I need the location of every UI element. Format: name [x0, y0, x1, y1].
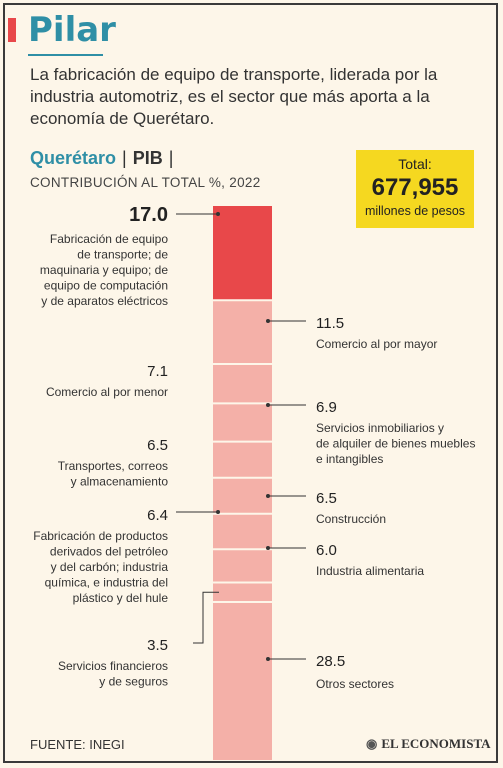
category-label-line: Industria alimentaria: [316, 564, 424, 578]
value-label-3: 7.1: [147, 363, 168, 380]
value-label-5: 6.5: [147, 437, 168, 454]
value-label-8: 6.0: [316, 542, 337, 559]
leader-dot-2: [266, 319, 270, 323]
value-label-1: 17.0: [129, 204, 168, 226]
leader-dot-6: [266, 494, 270, 498]
chart-heading: Querétaro | PIB |: [30, 148, 179, 169]
bar-segment-2: [213, 300, 272, 365]
category-label-line: y del carbón; industria: [51, 560, 169, 574]
bar-segment-6: [213, 477, 272, 514]
category-label-line: y de aparatos eléctricos: [41, 294, 168, 308]
category-label-line: Fabricación de equipo: [50, 232, 168, 246]
category-label-line: Servicios inmobiliarios y: [316, 421, 444, 435]
category-label-line: plástico y del hule: [73, 591, 169, 605]
category-label-1: Fabricación de equipo de transporte; de ma…: [40, 232, 168, 308]
category-label-line: Servicios financieros: [58, 659, 168, 673]
category-label-line: Comercio al por menor: [46, 385, 168, 399]
bar-segment-4: [213, 403, 272, 442]
logo-text: EL ECONOMISTA: [381, 736, 491, 751]
title-underline: [28, 54, 103, 56]
category-label-line: Comercio al por mayor: [316, 337, 437, 351]
category-label-4: Servicios inmobiliarios y de alquiler de …: [316, 421, 475, 466]
heading-separator-end: |: [168, 148, 174, 168]
bar-segment-7: [213, 513, 272, 550]
source-note: FUENTE: INEGI: [30, 737, 125, 752]
category-label-line: derivados del petróleo: [50, 545, 168, 559]
bar-segment-3: [213, 364, 272, 404]
value-label-6: 6.5: [316, 490, 337, 507]
logo-mark-icon: ◉: [366, 736, 378, 751]
leader-dot-8: [266, 546, 270, 550]
infographic-frame: [3, 3, 498, 763]
total-box: Total: 677,955 millones de pesos: [356, 150, 474, 228]
page-title: Pilar: [28, 10, 116, 50]
category-label-line: Fabricación de productos: [33, 529, 168, 543]
category-label-9: Servicios financieros y de seguros: [58, 659, 168, 689]
value-label-9: 3.5: [147, 637, 168, 654]
leader-line-9: [193, 591, 219, 644]
category-label-2: Comercio al por mayor: [316, 337, 437, 351]
category-label-line: Otros sectores: [316, 677, 394, 691]
value-label-7: 6.4: [147, 507, 168, 524]
heading-separator: |: [122, 148, 127, 168]
category-label-7: Fabricación de productos derivados del pe…: [33, 529, 168, 605]
category-label-line: y almacenamiento: [71, 475, 169, 489]
category-label-line: de transporte; de: [77, 248, 168, 262]
category-label-line: equipo de computación: [44, 279, 168, 293]
bar-segment-1: [213, 206, 272, 301]
leader-dot-1: [216, 212, 220, 216]
category-label-line: Construcción: [316, 512, 386, 526]
leader-dot-4: [266, 403, 270, 407]
category-label-line: y de seguros: [99, 675, 168, 689]
heading-place: Querétaro: [30, 148, 117, 168]
value-label-4: 6.9: [316, 399, 337, 416]
category-label-3: Comercio al por menor: [46, 385, 168, 399]
heading-metric: PIB: [132, 148, 163, 168]
total-unit: millones de pesos: [364, 204, 466, 218]
bar-segment-10: [213, 601, 272, 760]
chart-caption: CONTRIBUCIÓN AL TOTAL %, 2022: [30, 175, 261, 190]
leader-dot-10: [266, 657, 270, 661]
category-label-line: e intangibles: [316, 452, 383, 466]
category-label-line: Transportes, correos: [58, 459, 168, 473]
publisher-logo: ◉ EL ECONOMISTA: [366, 736, 491, 752]
category-label-line: maquinaria y equipo; de: [40, 263, 168, 277]
category-label-6: Construcción: [316, 512, 386, 526]
category-label-8: Industria alimentaria: [316, 564, 424, 578]
bar-segment-5: [213, 441, 272, 478]
bar-segment-9: [213, 582, 272, 602]
total-value: 677,955: [371, 174, 459, 201]
category-label-line: química, e industria del: [45, 576, 168, 590]
title-accent-bar: [8, 18, 16, 42]
value-label-2: 11.5: [316, 315, 344, 332]
category-label-line: de alquiler de bienes muebles: [316, 437, 475, 451]
bar-segment-8: [213, 549, 272, 583]
total-label: Total:: [398, 156, 432, 172]
category-label-10: Otros sectores: [316, 677, 394, 691]
subtitle: La fabricación de equipo de transporte, …: [30, 65, 438, 128]
value-label-10: 28.5: [316, 653, 345, 670]
leader-dot-7: [216, 510, 220, 514]
category-label-5: Transportes, correos y almacenamiento: [58, 459, 169, 489]
